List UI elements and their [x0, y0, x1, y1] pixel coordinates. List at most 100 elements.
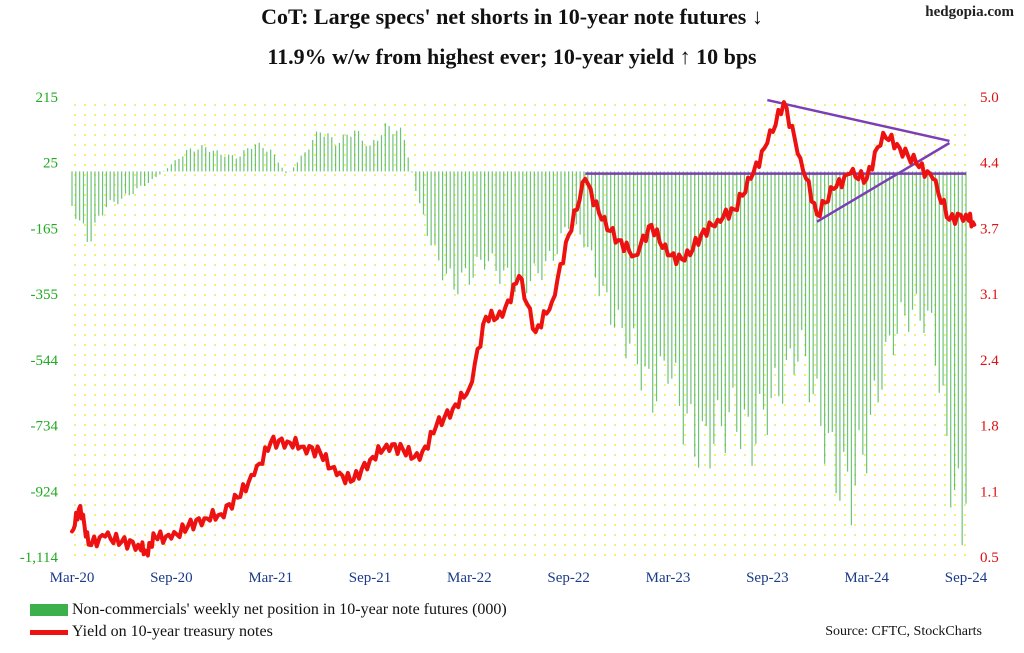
- net-position-bar: [640, 171, 642, 391]
- trendline-annotations: [585, 98, 966, 223]
- x-tick-label: Mar-21: [248, 570, 293, 586]
- net-position-bar: [506, 171, 509, 268]
- legend-swatch-bars: [30, 604, 68, 616]
- left-tick-label: -734: [31, 419, 59, 435]
- net-position-bar: [785, 171, 788, 361]
- net-position-bar: [652, 171, 654, 413]
- net-position-bar: [827, 171, 830, 434]
- net-position-bar: [315, 131, 318, 172]
- triangle-trendline: [767, 98, 950, 143]
- x-tick-label: Mar-24: [844, 570, 889, 586]
- net-position-bar: [461, 171, 463, 273]
- left-tick-label: -544: [31, 353, 59, 369]
- net-position-bar: [281, 167, 283, 172]
- right-tick-label: 3.7: [980, 221, 999, 237]
- net-position-bar: [327, 133, 329, 172]
- net-position-bar: [908, 171, 910, 332]
- net-position-bar: [266, 151, 268, 172]
- net-position-bar: [457, 171, 459, 295]
- net-position-bar: [533, 171, 535, 264]
- net-position-bar: [514, 171, 516, 293]
- net-position-bar: [453, 171, 455, 290]
- right-tick-label: 1.8: [980, 419, 999, 435]
- net-position-bar: [923, 171, 925, 333]
- net-position-bar: [499, 171, 501, 285]
- net-position-bar: [831, 171, 833, 432]
- net-position-bar: [636, 171, 639, 365]
- net-position-bar: [720, 171, 723, 427]
- left-tick-label: -1,114: [20, 550, 59, 566]
- legend-item-line: Yield on 10-year treasury notes: [30, 623, 273, 641]
- net-position-bar: [633, 171, 635, 329]
- net-position-bar: [94, 171, 96, 223]
- net-position-bars: [71, 123, 967, 546]
- net-position-bar: [491, 171, 493, 254]
- net-position-bar: [812, 171, 814, 395]
- net-position-bar: [568, 171, 570, 229]
- x-axis: Mar-20 Sep-20 Mar-21 Sep-21 Mar-22 Sep-22 Mar-…: [50, 570, 988, 586]
- net-position-bar: [888, 171, 891, 336]
- net-position-bar: [866, 171, 868, 474]
- legend-label-bars: Non-commercials' weekly net position in …: [72, 601, 507, 618]
- right-tick-label: 5.0: [980, 90, 999, 106]
- right-axis: 5.0 4.4 3.7 3.1 2.4 1.8 1.1 0.5: [980, 90, 999, 566]
- net-position-bar: [697, 171, 700, 468]
- net-position-bar: [384, 123, 386, 172]
- net-position-bar: [224, 156, 226, 172]
- net-position-bar: [957, 171, 959, 469]
- net-position-bar: [946, 171, 948, 436]
- net-position-bar: [931, 171, 933, 313]
- net-position-bar: [659, 171, 661, 357]
- net-position-bar: [399, 127, 402, 172]
- net-position-bar: [464, 171, 467, 269]
- net-position-bar: [743, 171, 746, 410]
- net-position-bar: [445, 171, 448, 274]
- net-position-bar: [663, 171, 665, 361]
- x-tick-label: Sep-23: [746, 570, 789, 586]
- net-position-bar: [869, 171, 872, 415]
- net-position-bar: [881, 171, 883, 390]
- net-position-bar: [724, 171, 726, 454]
- net-position-bar: [392, 134, 394, 172]
- net-position-bar: [594, 171, 597, 278]
- net-position-bar: [804, 171, 807, 357]
- net-position-bar: [484, 171, 486, 270]
- net-position-bar: [98, 171, 100, 216]
- net-position-bar: [671, 171, 673, 379]
- net-position-bar: [846, 171, 849, 472]
- chart-title-line-2: 11.9% w/w from highest ever; 10-year yie…: [267, 44, 757, 69]
- net-position-bar: [189, 148, 192, 172]
- brand-watermark: hedgopia.com: [925, 4, 1014, 20]
- net-position-bar: [124, 171, 127, 194]
- net-position-bar: [441, 171, 444, 281]
- net-position-bar: [231, 155, 234, 172]
- net-position-bar: [216, 150, 218, 172]
- net-position-bar: [273, 154, 276, 172]
- net-position-bar: [166, 168, 169, 172]
- net-position-bar: [892, 171, 895, 356]
- net-position-bar: [449, 171, 451, 269]
- net-position-bar: [254, 144, 256, 172]
- net-position-bar: [243, 150, 245, 172]
- left-tick-label: -165: [31, 221, 59, 237]
- net-position-bar: [419, 171, 421, 204]
- net-position-bar: [396, 130, 398, 172]
- x-tick-label: Mar-22: [447, 570, 492, 586]
- net-position-bar: [678, 171, 681, 406]
- right-tick-label: 4.4: [980, 156, 999, 172]
- net-position-bar: [545, 171, 547, 262]
- net-position-bar: [342, 134, 344, 172]
- net-position-bar: [434, 171, 436, 245]
- net-position-bar: [529, 171, 532, 282]
- net-position-bar: [228, 154, 230, 172]
- net-position-bar: [522, 171, 524, 278]
- net-position-bar: [835, 171, 837, 494]
- net-position-bar: [510, 171, 512, 290]
- net-position-bar: [487, 171, 490, 262]
- net-position-bar: [537, 171, 539, 274]
- net-position-bar: [598, 171, 600, 297]
- net-position-bar: [331, 137, 333, 172]
- net-position-bar: [113, 171, 115, 202]
- net-position-bar: [782, 171, 784, 404]
